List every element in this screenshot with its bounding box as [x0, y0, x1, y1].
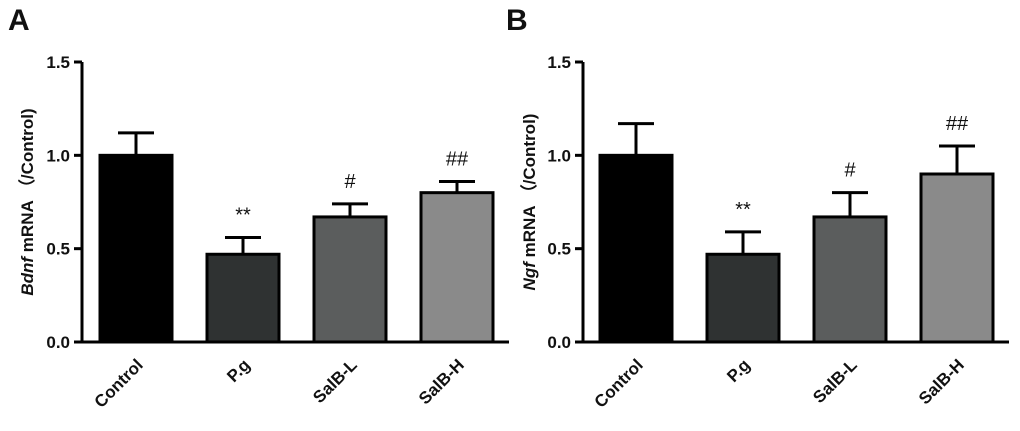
panel-letter: B	[506, 4, 528, 37]
bar-control	[98, 153, 174, 344]
y-tick-label: 1.0	[46, 146, 70, 165]
category-label: SalB-H	[915, 355, 968, 408]
chart-panel-a: A Control ** P.g # SalB-L ## SalB-H 0.0 0.5 1.0 1.5…	[8, 4, 509, 412]
y-tick-label: 1.5	[547, 53, 571, 72]
bar-p-g	[205, 252, 281, 344]
category-label: SalB-L	[809, 355, 861, 407]
category-label: Control	[591, 355, 647, 411]
chart-panel-b: B Control ** P.g # SalB-L ## SalB-H 0.0 0.5 1.0 1.5…	[506, 4, 1009, 412]
significance-label: ##	[946, 113, 969, 135]
y-tick-label: 1.0	[547, 146, 571, 165]
bar-salb-l	[812, 215, 888, 344]
significance-label: ##	[446, 148, 469, 170]
y-tick-label: 1.5	[46, 53, 70, 72]
significance-label: #	[844, 160, 856, 182]
category-label: SalB-L	[309, 355, 361, 407]
bar-control	[598, 153, 674, 344]
y-tick-label: 0.5	[46, 240, 70, 259]
y-axis-label-suffix: mRNA （/Control)	[17, 108, 37, 257]
significance-label: **	[735, 199, 751, 221]
y-axis-label-suffix: mRNA （/Control)	[519, 114, 539, 263]
category-label: SalB-H	[415, 355, 468, 408]
bar-salb-h	[919, 172, 995, 344]
y-tick-label: 0.0	[46, 333, 70, 352]
y-axis-label: Bdnf mRNA （/Control)	[17, 108, 37, 295]
y-tick-label: 0.5	[547, 240, 571, 259]
panel-letter: A	[8, 4, 30, 37]
y-tick-label: 0.0	[547, 333, 571, 352]
bar-salb-h	[419, 191, 495, 344]
bar-salb-l	[312, 215, 388, 344]
significance-label: #	[344, 171, 356, 193]
category-label: P.g	[723, 355, 754, 386]
significance-label: **	[235, 204, 251, 226]
y-axis-label-gene: Ngf	[520, 260, 539, 291]
bar-p-g	[705, 252, 781, 344]
category-label: P.g	[223, 355, 254, 386]
y-axis-label: Ngf mRNA （/Control)	[519, 114, 539, 291]
y-axis-label-gene: Bdnf	[18, 255, 37, 296]
category-label: Control	[91, 355, 147, 411]
